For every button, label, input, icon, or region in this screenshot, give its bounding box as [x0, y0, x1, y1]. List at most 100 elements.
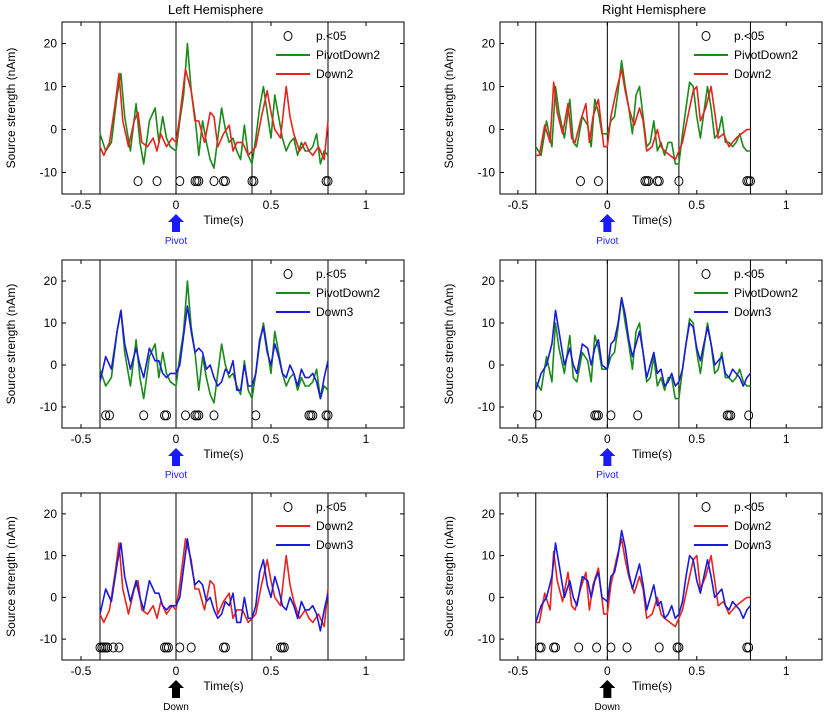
- significance-marker: [103, 642, 113, 653]
- significance-marker: [574, 642, 584, 653]
- plot-frame: [61, 21, 405, 195]
- legend-label: p.<05: [734, 29, 765, 43]
- significance-marker: [654, 176, 664, 187]
- significance-marker: [726, 410, 736, 421]
- significance-marker: [744, 410, 754, 421]
- significance-marker: [209, 176, 219, 187]
- legend-label: PivotDown2: [316, 48, 380, 62]
- y-tick-label: 20: [482, 274, 496, 288]
- significance-marker: [251, 410, 261, 421]
- significance-marker: [606, 642, 616, 653]
- significance-marker: [592, 410, 602, 421]
- legend-marker: [283, 269, 293, 279]
- significance-marker: [192, 176, 202, 187]
- y-axis-label: Source strength (nAm): [4, 516, 18, 637]
- significance-marker: [162, 642, 171, 653]
- significance-marker: [162, 410, 171, 421]
- legend-label: Down3: [734, 305, 772, 319]
- significance-marker: [192, 410, 202, 421]
- legend-label: p.<05: [316, 267, 347, 281]
- y-tick-label: -10: [478, 166, 496, 180]
- y-tick-label: -10: [40, 400, 58, 414]
- series-line-down3: [99, 305, 329, 400]
- x-tick-label: 1: [783, 664, 790, 678]
- series-line-down2: [99, 68, 329, 161]
- panel-right-0: -0.5 0 0.5 1 -10 0 10 20 Source strength (nAm) Ti…: [442, 21, 823, 247]
- y-tick-label: 10: [44, 80, 58, 94]
- series-line-down3: [99, 538, 329, 632]
- x-tick-label: 0: [173, 432, 180, 446]
- significance-marker: [220, 642, 230, 653]
- significance-marker: [606, 410, 616, 421]
- legend-label: Down2: [316, 67, 354, 81]
- plot-frame: [499, 21, 823, 195]
- up-arrow-icon: [599, 448, 616, 466]
- x-axis-label: Time(s): [203, 213, 243, 227]
- series-line-down3: [535, 296, 752, 391]
- x-axis-label: Time(s): [632, 213, 672, 227]
- significance-marker: [306, 410, 316, 421]
- y-axis-label: Source strength (nAm): [4, 284, 18, 405]
- legend-marker: [701, 31, 711, 41]
- series-line-down3: [535, 529, 752, 623]
- y-tick-label: 10: [482, 549, 496, 563]
- significance-marker: [642, 176, 652, 187]
- x-tick-label: -0.5: [508, 432, 529, 446]
- significance-marker: [323, 176, 333, 187]
- plot-frame: [61, 259, 405, 429]
- significance-marker: [745, 176, 755, 187]
- plot-frame: [499, 492, 823, 661]
- series-line-pivotdown2: [99, 42, 329, 169]
- significance-marker: [277, 642, 287, 653]
- significance-marker: [742, 642, 752, 653]
- up-arrow-icon: [599, 680, 616, 698]
- significance-marker: [549, 642, 559, 653]
- y-tick-label: 20: [482, 507, 496, 521]
- x-tick-label: 1: [363, 432, 370, 446]
- y-tick-label: 10: [44, 316, 58, 330]
- significance-marker: [220, 176, 230, 187]
- y-axis-label: Source strength (nAm): [442, 48, 456, 169]
- x-tick-label: 0.5: [263, 664, 280, 678]
- x-axis-label: Time(s): [632, 447, 672, 461]
- y-tick-label: 20: [44, 37, 58, 51]
- y-tick-label: -10: [40, 632, 58, 646]
- significance-marker: [622, 642, 632, 653]
- x-tick-label: 0: [604, 664, 611, 678]
- right-hemisphere-title: Right Hemisphere: [602, 2, 707, 17]
- significance-marker: [633, 410, 643, 421]
- significance-marker: [550, 642, 560, 653]
- x-tick-label: 0: [604, 432, 611, 446]
- y-tick-label: -10: [478, 400, 496, 414]
- up-arrow-icon: [168, 680, 184, 698]
- arrow-label: Down: [595, 702, 621, 713]
- significance-marker: [534, 642, 544, 653]
- legend-marker: [701, 502, 711, 512]
- significance-marker: [652, 176, 662, 187]
- panel-left-0: -0.5 0 0.5 1 -10 0 10 20 Source strength (nAm) Ti…: [4, 21, 405, 247]
- legend-label: p.<05: [316, 500, 347, 514]
- significance-marker: [163, 642, 173, 653]
- x-tick-label: 0.5: [263, 198, 280, 212]
- arrow-label: Pivot: [165, 236, 187, 247]
- panel-right-2: -0.5 0 0.5 1 -10 0 10 20 Source strength (nAm) Ti…: [442, 492, 823, 713]
- significance-marker: [181, 410, 190, 421]
- legend-label: Down3: [316, 538, 354, 552]
- significance-marker: [643, 176, 653, 187]
- x-tick-label: 1: [363, 198, 370, 212]
- significance-marker: [593, 410, 603, 421]
- significance-marker: [219, 176, 228, 187]
- legend-label: Down2: [734, 519, 772, 533]
- legend-marker: [701, 269, 711, 279]
- x-axis-label: Time(s): [632, 679, 672, 693]
- x-axis-label: Time(s): [203, 447, 243, 461]
- significance-marker: [321, 410, 331, 421]
- panel-left-2: -0.5 0 0.5 1 -10 0 10 20 Source strength (nAm) Ti…: [4, 492, 405, 713]
- y-tick-label: 20: [44, 507, 58, 521]
- series-line-down2: [99, 538, 329, 628]
- panel-left-1: -0.5 0 0.5 1 -10 0 10 20 Source strength (nAm) Ti…: [4, 259, 405, 481]
- significance-marker: [152, 176, 162, 187]
- series-line-pivotdown2: [535, 59, 751, 165]
- x-tick-label: 0.5: [688, 432, 705, 446]
